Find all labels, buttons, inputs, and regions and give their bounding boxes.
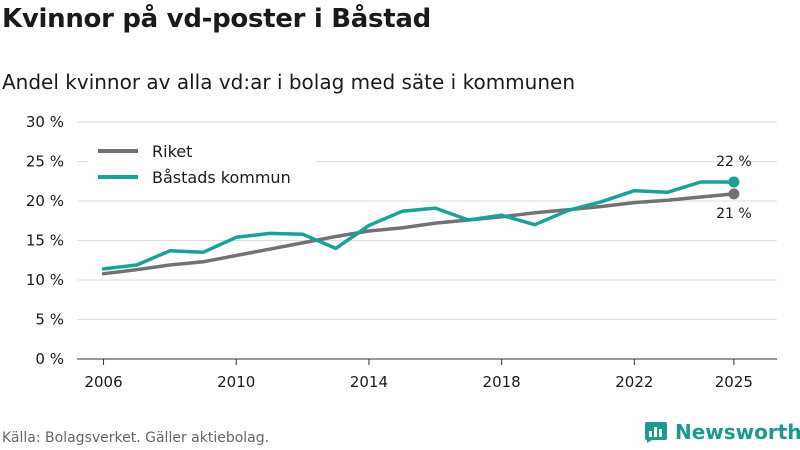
- source-note: Källa: Bolagsverket. Gäller aktiebolag.: [2, 430, 270, 446]
- series-end-point-bastad: [728, 176, 740, 188]
- x-tick-label: 2014: [350, 373, 388, 391]
- bar-chart-logo-icon: [645, 422, 667, 443]
- end-label-riket: 21 %: [716, 206, 752, 222]
- brand-name: Newsworthy: [675, 420, 800, 444]
- series-line-riket: [101, 192, 736, 276]
- y-tick-label: 20 %: [26, 192, 64, 210]
- y-tick-label: 0 %: [35, 350, 64, 368]
- x-tick-label: 2022: [615, 373, 653, 391]
- brand-logo[interactable]: Newsworthy: [644, 420, 800, 444]
- y-tick-label: 25 %: [26, 153, 64, 171]
- chart-subtitle: Andel kvinnor av alla vd:ar i bolag med …: [2, 70, 575, 94]
- series-end-point-riket: [728, 188, 740, 200]
- legend-label: Båstads kommun: [152, 168, 291, 187]
- series-line-bastad: [101, 180, 736, 271]
- x-tick-label: 2025: [715, 373, 753, 391]
- chart-title: Kvinnor på vd-poster i Båstad: [2, 4, 431, 34]
- legend-label: Riket: [152, 142, 192, 161]
- legend-background: [88, 137, 316, 193]
- end-label-bastad: 22 %: [716, 154, 752, 170]
- y-tick-label: 10 %: [26, 271, 64, 289]
- y-tick-label: 30 %: [26, 113, 64, 131]
- x-tick-label: 2018: [483, 373, 521, 391]
- x-tick-label: 2006: [84, 373, 122, 391]
- y-tick-label: 15 %: [26, 232, 64, 250]
- x-tick-label: 2010: [217, 373, 255, 391]
- y-tick-label: 5 %: [35, 311, 64, 329]
